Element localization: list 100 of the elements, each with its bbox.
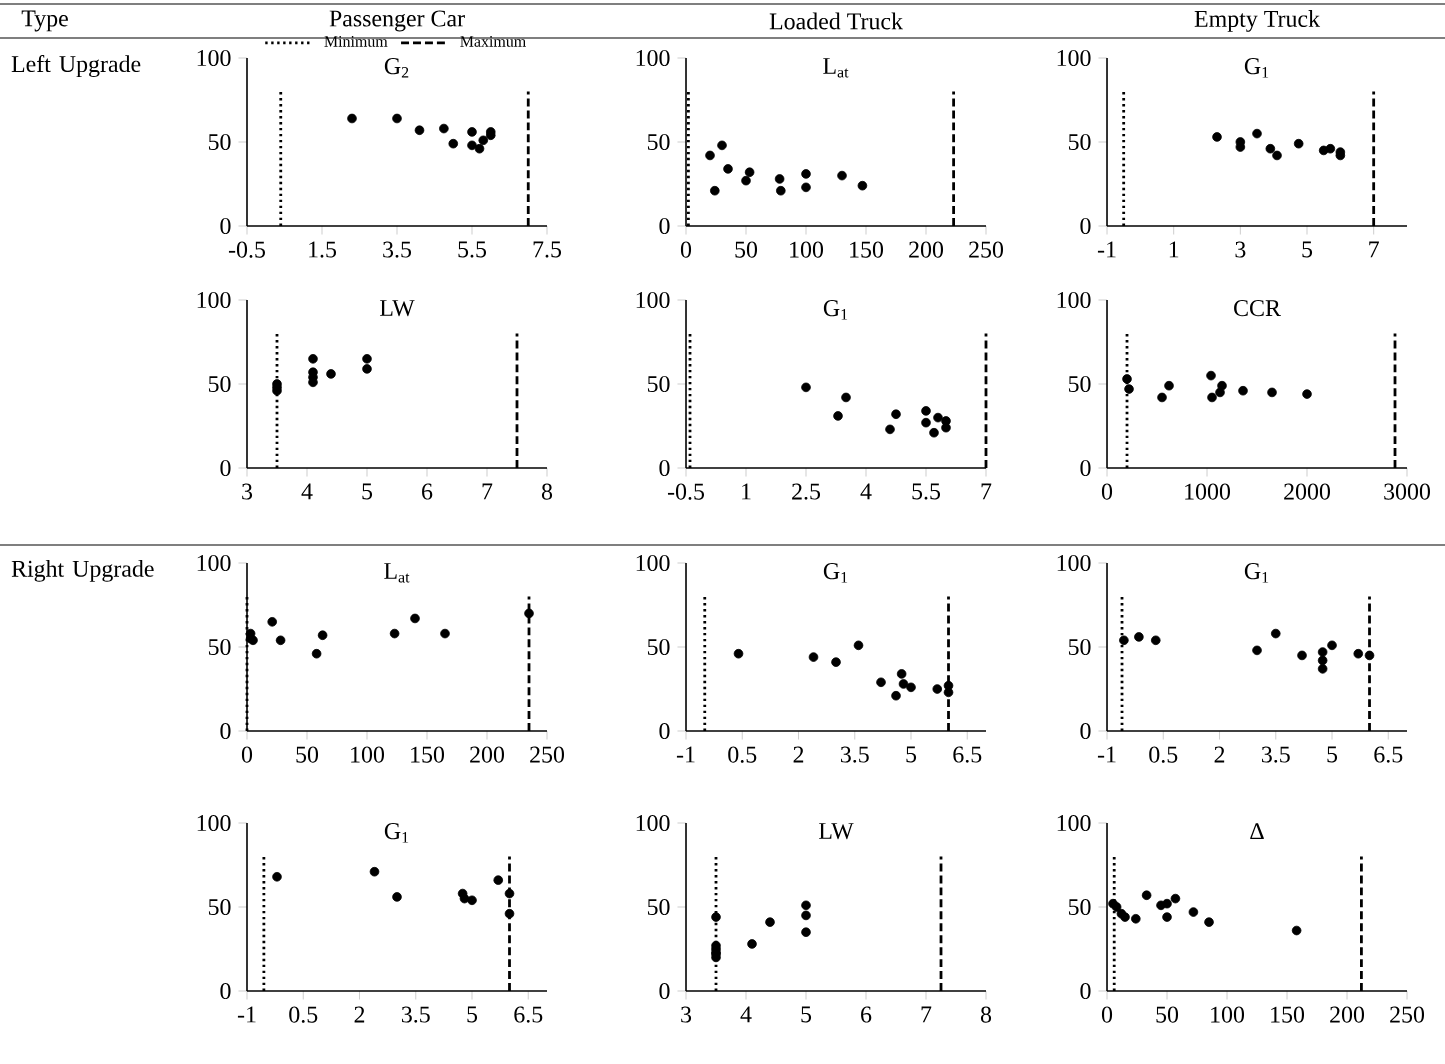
chart-title: G$_{1}$ [1244,58,1269,78]
x-tick-label: 2 [793,746,804,763]
x-tick-label: 5 [362,483,373,500]
y-tick-label: 0 [220,459,231,477]
legend-label: Maximum [460,36,526,47]
y-tick-label: 0 [220,722,231,740]
x-tick-label: 3.5 [840,746,869,763]
y-tick-label: 0 [1080,722,1091,740]
chart-title: G$_{1}$ [1244,563,1269,583]
x-tick-label: 250 [969,241,1004,258]
y-tick-label: 100 [1057,814,1091,832]
chart-title: G$_{2}$ [384,58,409,78]
x-tick-label: 7 [482,483,493,500]
x-tick-label: 50 [296,746,319,763]
y-tick-label: 50 [647,375,670,393]
x-tick-label: 250 [1390,1006,1425,1023]
x-tick-label: 0.5 [1149,746,1178,763]
x-tick-label: 50 [1156,1006,1179,1023]
x-tick-label: 6 [861,1006,872,1023]
x-tick-label: 8 [980,1006,992,1023]
y-tick-label: 50 [647,898,670,916]
text: Loaded Truck [769,12,904,30]
x-tick-label: 6.5 [514,1006,543,1023]
x-tick-label: 5 [1327,746,1338,763]
y-tick-label: 50 [208,375,231,393]
chart-title: G$_{1}$ [384,823,409,843]
x-tick-label: 4 [860,483,872,500]
x-tick-label: 5 [467,1006,478,1023]
x-tick-label: 0 [680,241,692,258]
y-tick-label: 100 [636,49,670,67]
x-tick-label: 5 [906,746,917,763]
x-tick-label: 100 [790,241,824,258]
x-tick-label: 50 [735,241,758,258]
y-tick-label: 100 [197,554,231,572]
y-tick-label: 50 [208,133,231,151]
chart-title: LW [379,300,415,317]
x-tick-label: -0.5 [228,241,265,258]
x-tick-label: 4 [740,1006,752,1023]
y-tick-label: 0 [1080,982,1091,1000]
chart-title: CCR [1234,300,1281,317]
x-tick-label: -1 [237,1006,256,1023]
x-tick-label: -1 [1097,241,1116,258]
y-tick-label: 0 [220,982,231,1000]
x-tick-label: 2 [354,1006,365,1023]
x-tick-label: 5 [801,1006,812,1023]
chart-title: LW [818,823,854,840]
x-tick-label: 100 [1211,1006,1245,1023]
x-tick-label: 250 [530,746,565,763]
x-tick-label: 0 [1101,1006,1113,1023]
y-tick-label: 100 [636,291,670,309]
y-tick-label: 0 [659,459,670,477]
x-tick-label: 5.5 [912,483,941,500]
y-tick-label: 0 [1080,459,1091,477]
x-tick-label: 1 [742,483,751,500]
x-tick-label: 3 [242,483,253,500]
x-tick-label: 3.5 [401,1006,430,1023]
y-tick-label: 50 [208,638,231,656]
y-tick-label: 100 [636,814,670,832]
x-tick-label: 8 [541,483,553,500]
x-tick-label: 1 [1169,241,1179,258]
y-tick-label: 100 [636,554,670,572]
x-tick-label: 5 [1302,241,1313,258]
y-tick-label: 50 [1068,133,1091,151]
x-tick-label: 1000 [1185,483,1230,500]
y-tick-label: 100 [197,291,231,309]
x-tick-label: 6.5 [1374,746,1403,763]
y-tick-label: 0 [220,217,231,235]
x-tick-label: 2.5 [792,483,821,500]
x-tick-label: 0.5 [728,746,757,763]
x-tick-label: 150 [411,746,445,763]
y-tick-label: 0 [659,722,670,740]
y-tick-label: 50 [1068,898,1091,916]
chart-title: G$_{1}$ [823,300,848,320]
x-tick-label: 3.5 [1261,746,1290,763]
x-tick-label: 3.5 [383,241,412,258]
x-tick-label: 0 [1101,483,1113,500]
y-tick-label: 50 [208,898,231,916]
y-tick-label: 0 [1080,217,1091,235]
y-tick-label: 0 [659,217,670,235]
x-tick-label: 7.5 [533,241,562,258]
text: Left Upgrade [11,55,141,78]
x-tick-label: 2 [1214,746,1225,763]
x-tick-label: 1.5 [309,241,337,258]
x-tick-label: 6.5 [953,746,982,763]
legend-label: Minimum [324,36,388,47]
x-tick-label: 0 [241,746,253,763]
y-tick-label: 50 [647,638,670,656]
x-tick-label: 3000 [1384,483,1430,500]
y-tick-label: 100 [1057,554,1091,572]
x-tick-label: 6 [422,483,433,500]
x-tick-label: -0.5 [667,483,705,500]
chart-title: L$_{at}$ [823,58,849,78]
x-tick-label: 3 [1235,241,1246,258]
x-tick-label: 4 [301,483,313,500]
x-tick-label: 7 [1369,241,1379,258]
y-tick-label: 50 [1068,375,1091,393]
x-tick-label: 5.5 [458,241,487,258]
x-tick-label: -1 [1097,746,1116,763]
chart-title: G$_{1}$ [823,563,848,583]
x-tick-label: 200 [909,241,944,258]
